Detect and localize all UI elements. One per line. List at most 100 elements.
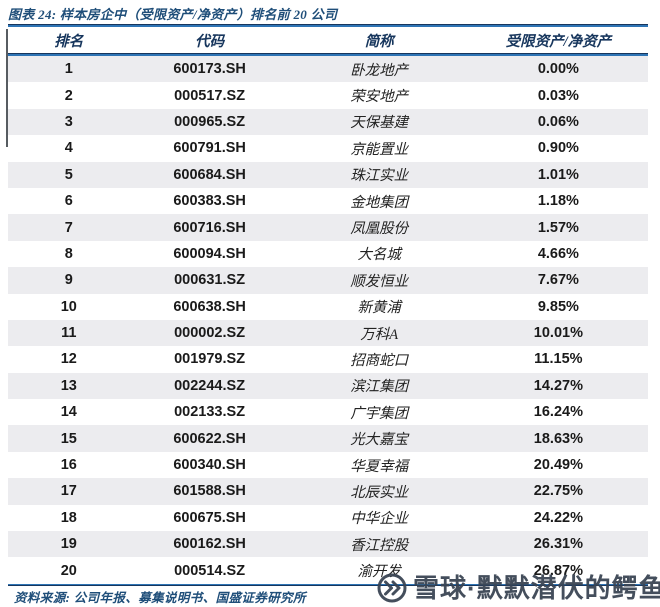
ratio-cell: 18.63% (533, 430, 583, 447)
column-header: 受限资产/净资产 (505, 33, 612, 50)
ratio-cell: 10.01% (533, 325, 583, 342)
code-cell: 600684.SH (173, 166, 246, 183)
name-cell: 滨江集团 (350, 379, 409, 396)
ratio-cell: 26.31% (533, 536, 583, 553)
name-cell: 京能置业 (350, 141, 409, 158)
rank-cell: 19 (60, 536, 77, 553)
code-cell: 600791.SH (173, 140, 246, 157)
code-cell: 600383.SH (173, 193, 246, 210)
code-cell: 002133.SZ (174, 404, 246, 421)
column-header: 简称 (364, 33, 394, 50)
code-cell: 600638.SH (173, 298, 246, 315)
table-header-row: 排名 代码 简称 受限资产/净资产 (8, 27, 648, 53)
ratio-cell: 1.18% (537, 193, 579, 210)
name-cell: 大名城 (357, 247, 401, 264)
code-cell: 600173.SH (173, 61, 246, 78)
column-header: 代码 (195, 33, 225, 50)
table-row: 4 600791.SH 京能置业 0.90% (8, 135, 648, 162)
name-cell: 卧龙地产 (350, 62, 409, 79)
name-cell: 荣安地产 (350, 89, 409, 106)
rank-cell: 15 (60, 430, 77, 447)
code-cell: 000514.SZ (174, 562, 246, 579)
rank-cell: 3 (64, 113, 73, 130)
table-row: 18 600675.SH 中华企业 24.22% (8, 504, 648, 532)
ranking-table: 排名 代码 简称 受限资产/净资产 1 600173.SH 卧龙地产 0.00% 2 00051… (8, 24, 648, 586)
code-cell: 600340.SH (173, 457, 246, 474)
table-row: 1 600173.SH 卧龙地产 0.00% (8, 56, 648, 83)
ratio-cell: 1.57% (537, 219, 579, 236)
ratio-cell: 16.24% (533, 404, 583, 421)
rank-cell: 4 (64, 140, 73, 157)
table-row: 10 600638.SH 新黄浦 9.85% (8, 293, 648, 320)
rank-cell: 7 (64, 219, 73, 236)
code-cell: 000517.SZ (174, 87, 246, 104)
rank-cell: 11 (61, 325, 77, 342)
table-top-rule (8, 24, 648, 27)
rank-cell: 5 (64, 166, 73, 183)
table-row: 14 002133.SZ 广宇集团 16.24% (8, 399, 648, 426)
name-cell: 招商蛇口 (350, 352, 409, 369)
watermark: 雪球·默默潜伏的鳄鱼 (376, 572, 660, 604)
rank-cell: 20 (60, 562, 77, 579)
name-cell: 天保基建 (350, 115, 409, 132)
rank-cell: 17 (60, 483, 77, 500)
name-cell: 金地集团 (350, 194, 409, 211)
xueqiu-logo-icon (377, 573, 407, 603)
code-cell: 600094.SH (173, 245, 246, 262)
name-cell: 香江控股 (350, 537, 409, 554)
rank-cell: 16 (60, 457, 77, 474)
rank-cell: 14 (60, 404, 77, 421)
table-row: 6 600383.SH 金地集团 1.18% (8, 187, 648, 215)
table-row: 7 600716.SH 凤凰股份 1.57% (8, 214, 648, 241)
ratio-cell: 1.01% (537, 166, 579, 183)
rank-cell: 10 (60, 298, 77, 315)
code-cell: 600675.SH (173, 509, 246, 526)
ratio-cell: 26.87% (533, 562, 583, 579)
code-cell: 600622.SH (173, 430, 246, 447)
watermark-text: 雪球·默默潜伏的鳄鱼 (413, 573, 660, 603)
rank-cell: 2 (64, 87, 73, 104)
rank-cell: 1 (64, 61, 73, 78)
name-cell: 万科A (360, 326, 399, 343)
ratio-cell: 0.03% (537, 87, 579, 104)
header-bottom-rule (8, 53, 648, 56)
code-cell: 000002.SZ (174, 325, 246, 342)
code-cell: 002244.SZ (174, 377, 246, 394)
table-row: 16 600340.SH 华夏幸福 20.49% (8, 451, 648, 479)
ratio-cell: 0.06% (537, 113, 579, 130)
name-cell: 光大嘉宝 (350, 432, 409, 449)
code-cell: 600716.SH (173, 219, 246, 236)
ratio-cell: 22.75% (533, 483, 583, 500)
ratio-cell: 4.66% (537, 245, 579, 262)
name-cell: 凤凰股份 (350, 221, 409, 238)
name-cell: 珠江实业 (350, 168, 409, 185)
ratio-cell: 0.00% (537, 61, 579, 78)
rank-cell: 6 (64, 193, 73, 210)
rank-cell: 18 (60, 509, 77, 526)
table-row: 15 600622.SH 光大嘉宝 18.63% (8, 425, 648, 452)
code-cell: 001979.SZ (174, 351, 246, 368)
table-body: 1 600173.SH 卧龙地产 0.00% 2 000517.SZ 荣安地产 0.03% 3 0… (8, 56, 648, 584)
table-row: 12 001979.SZ 招商蛇口 11.15% (8, 346, 648, 373)
name-cell: 北辰实业 (350, 484, 409, 501)
table-row: 13 002244.SZ 滨江集团 14.27% (8, 372, 648, 400)
name-cell: 广宇集团 (350, 405, 409, 422)
rank-cell: 12 (60, 351, 77, 368)
table-row: 20 000514.SZ 渝开发 26.87% (8, 557, 648, 584)
ratio-cell: 24.22% (533, 509, 583, 526)
table-row: 8 600094.SH 大名城 4.66% (8, 240, 648, 268)
column-header: 排名 (54, 33, 84, 50)
name-cell: 华夏幸福 (350, 458, 409, 475)
ratio-cell: 9.85% (537, 298, 579, 315)
code-cell: 000631.SZ (174, 272, 246, 289)
rank-cell: 9 (64, 272, 73, 289)
table-left-border-artifact (6, 29, 8, 147)
code-cell: 600162.SH (173, 536, 246, 553)
ratio-cell: 0.90% (537, 140, 579, 157)
name-cell: 中华企业 (350, 511, 409, 528)
figure-title: 图表 24: 样本房企中（受限资产/净资产）排名前 20 公司 (8, 7, 338, 22)
source-note: 资料来源: 公司年报、募集说明书、国盛证券研究所 (14, 591, 306, 605)
rank-cell: 13 (60, 377, 77, 394)
table-row: 11 000002.SZ 万科A 10.01% (8, 319, 648, 347)
ratio-cell: 14.27% (533, 377, 583, 394)
